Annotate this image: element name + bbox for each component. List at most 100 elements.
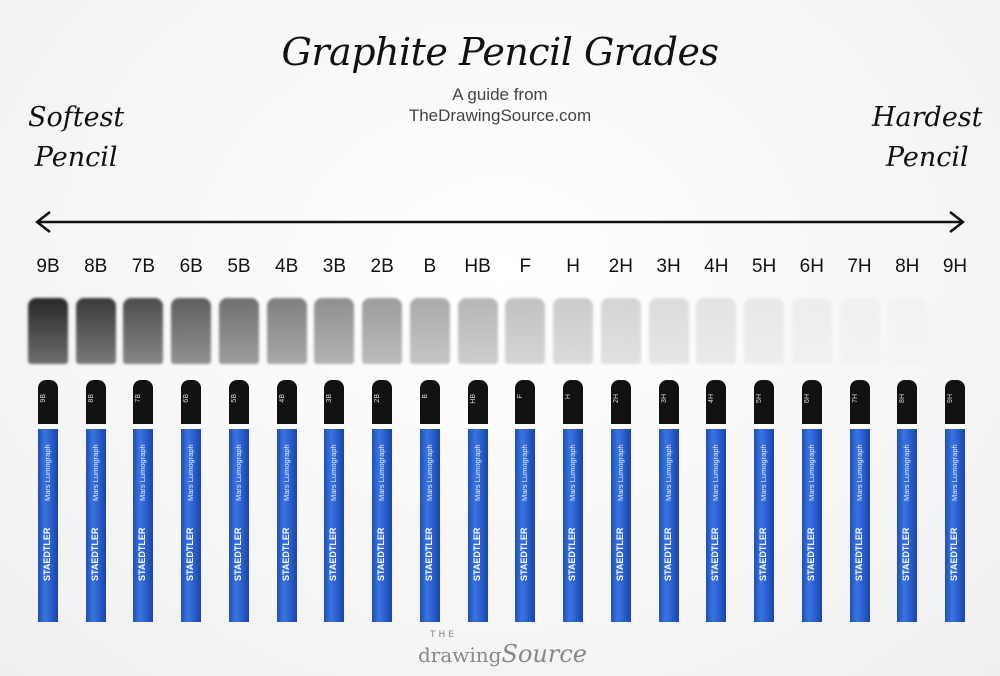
pencil-body: Mars Lumograph STAEDTLER: [85, 429, 106, 622]
pencil-brand: STAEDTLER: [89, 527, 100, 581]
pencil-band: [133, 424, 154, 429]
pencil-cap: H: [563, 380, 584, 424]
pencil-cap-grade: 4B: [278, 394, 286, 403]
pencil-body: Mars Lumograph STAEDTLER: [372, 429, 393, 622]
pencil-body: Mars Lumograph STAEDTLER: [849, 429, 870, 622]
pencil-brand: STAEDTLER: [42, 527, 52, 581]
pencil-model: Mars Lumograph: [615, 444, 625, 501]
graphite-swatch: [75, 298, 116, 364]
pencil-body: Mars Lumograph STAEDTLER: [658, 429, 679, 622]
grade-label: 3B: [322, 256, 347, 277]
pencil-band: [324, 424, 345, 429]
pencil-band: [706, 424, 727, 429]
pencil-model: Mars Lumograph: [663, 444, 673, 501]
grade-label: 3H: [656, 256, 681, 277]
graphite-swatch: [744, 298, 785, 364]
pencil-brand: STAEDTLER: [471, 527, 482, 581]
double-arrow-icon: [34, 211, 966, 233]
pencil-cap-grade: F: [517, 394, 525, 399]
pencil-band: [945, 424, 965, 429]
pencil-brand: STAEDTLER: [567, 527, 578, 581]
graphite-swatch: [409, 298, 450, 364]
pencil-cap: 5H: [754, 380, 775, 424]
logo-the: THE: [430, 630, 457, 640]
pencil-cap: 8H: [897, 380, 918, 424]
pencil-cap: 6B: [181, 380, 202, 424]
pencil-brand: STAEDTLER: [949, 527, 959, 581]
pencil-band: [849, 424, 870, 429]
pencil-cap: 6H: [801, 380, 822, 424]
pencil-body: Mars Lumograph STAEDTLER: [276, 429, 297, 622]
grade-label: 7H: [847, 256, 872, 277]
graphite-swatch: [28, 298, 68, 364]
graphite-swatch: [171, 298, 212, 364]
pencil-body: Mars Lumograph STAEDTLER: [133, 429, 154, 622]
pencil-model: Mars Lumograph: [424, 444, 434, 501]
pencil: 9B Mars Lumograph STAEDTLER: [38, 380, 58, 622]
pencil-cap: 7B: [133, 380, 154, 424]
pencil-band: [467, 424, 488, 429]
pencil-cap: 8B: [85, 380, 106, 424]
grade-label: H: [566, 256, 580, 277]
pencil-body: Mars Lumograph STAEDTLER: [228, 429, 249, 622]
pencil-cap-grade: 8B: [87, 394, 95, 403]
graphite-swatch: [648, 298, 689, 364]
pencil-brand: STAEDTLER: [137, 527, 148, 581]
pencil-body: Mars Lumograph STAEDTLER: [563, 429, 584, 622]
pencil: 2B Mars Lumograph STAEDTLER: [372, 380, 393, 622]
softest-line1: Softest: [28, 102, 125, 133]
pencil-band: [181, 424, 202, 429]
graphite-swatch: [791, 298, 832, 364]
graphite-swatch: [362, 298, 403, 364]
pencil-cap: 4H: [706, 380, 727, 424]
pencil-band: [563, 424, 584, 429]
subtitle-line2: TheDrawingSource.com: [408, 106, 592, 125]
pencil-cap: 9H: [945, 380, 965, 424]
pencil-band: [897, 424, 918, 429]
logo-drawing: drawing: [418, 643, 502, 667]
grade-label: 6H: [799, 256, 824, 277]
pencil-cap-grade: 7H: [851, 394, 859, 403]
graphite-swatch: [553, 298, 594, 364]
grade-label: 2B: [370, 256, 394, 277]
grade-label: 8H: [895, 256, 920, 277]
pencil-cap: 7H: [849, 380, 870, 424]
grade-label: 4B: [275, 256, 299, 277]
grade-label: F: [519, 256, 532, 277]
pencil: 7B Mars Lumograph STAEDTLER: [133, 380, 154, 622]
pencil-cap-grade: 9B: [40, 394, 47, 403]
pencil: 8B Mars Lumograph STAEDTLER: [85, 380, 106, 622]
pencil-band: [38, 424, 58, 429]
pencil-cap-grade: 3H: [660, 394, 668, 403]
pencil-cap-grade: B: [421, 394, 429, 399]
pencil: 7H Mars Lumograph STAEDTLER: [849, 380, 870, 622]
graphite-swatch: [123, 298, 164, 364]
pencil-band: [85, 424, 106, 429]
pencil-cap-grade: HB: [469, 394, 477, 404]
pencil: H Mars Lumograph STAEDTLER: [563, 380, 584, 622]
pencil-cap: 5B: [228, 380, 249, 424]
pencil: 5H Mars Lumograph STAEDTLER: [754, 380, 775, 622]
pencil: 2H Mars Lumograph STAEDTLER: [610, 380, 631, 622]
pencil-cap-grade: 6H: [803, 394, 811, 403]
pencil-band: [372, 424, 393, 429]
pencil-body: Mars Lumograph STAEDTLER: [801, 429, 822, 622]
pencil-cap-grade: 6B: [183, 394, 191, 403]
pencil: 5B Mars Lumograph STAEDTLER: [228, 380, 249, 622]
pencil-body: Mars Lumograph STAEDTLER: [419, 429, 440, 622]
pencil-model: Mars Lumograph: [950, 444, 959, 501]
pencil-body: Mars Lumograph STAEDTLER: [610, 429, 631, 622]
pencil-band: [754, 424, 775, 429]
pencil-brand: STAEDTLER: [376, 527, 387, 581]
pencil-brand: STAEDTLER: [901, 527, 912, 581]
pencil: 3B Mars Lumograph STAEDTLER: [324, 380, 345, 622]
grade-label: 6B: [179, 256, 203, 277]
pencil: 4H Mars Lumograph STAEDTLER: [706, 380, 727, 622]
graphite-swatch: [839, 298, 880, 364]
hardest-label: Hardest Pencil: [872, 98, 983, 178]
hardest-line2: Pencil: [885, 142, 969, 173]
pencil-body: Mars Lumograph STAEDTLER: [706, 429, 727, 622]
pencil: B Mars Lumograph STAEDTLER: [419, 380, 440, 622]
pencil-band: [228, 424, 249, 429]
pencil-cap-grade: 2H: [612, 394, 620, 403]
